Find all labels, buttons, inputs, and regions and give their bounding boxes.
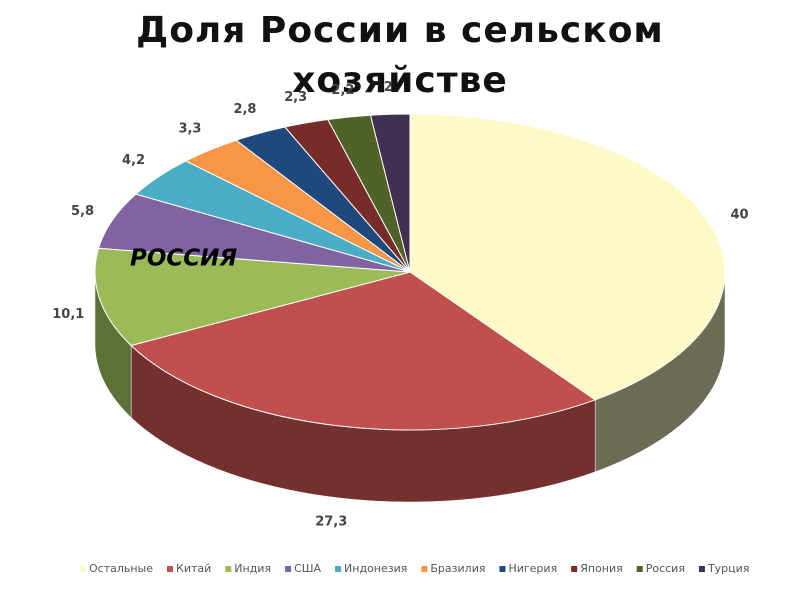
slice	[130, 271, 597, 431]
legend-label: США	[294, 562, 321, 575]
data-label: 10,1	[52, 307, 84, 322]
legend-swatch	[636, 566, 643, 572]
slice	[94, 247, 411, 347]
data-label: 27,3	[315, 515, 347, 530]
legend-label: Россия	[646, 562, 685, 575]
legend-swatch	[285, 566, 292, 572]
legend-label: Индонезия	[344, 562, 407, 575]
data-label: 2,8	[233, 102, 256, 117]
legend-label: Бразилия	[430, 562, 485, 575]
data-label: 4,2	[122, 153, 145, 168]
slice	[369, 113, 411, 273]
legend-label: Нигерия	[508, 562, 557, 575]
data-label: 3,3	[178, 122, 201, 137]
legend-swatch	[571, 566, 578, 572]
chart-title: Доля России в сельском хозяйстве	[136, 10, 664, 101]
legend-swatch	[80, 566, 86, 572]
legend-label: Китай	[176, 562, 211, 575]
legend-swatch	[167, 566, 174, 572]
annotation: РОССИЯ	[130, 246, 237, 272]
legend-swatch	[499, 566, 506, 572]
legend-swatch	[225, 566, 232, 572]
legend-swatch	[335, 566, 342, 572]
slice	[409, 113, 726, 401]
data-label: 40	[730, 207, 748, 222]
legend-label: Япония	[580, 562, 623, 575]
legend-label: Индия	[234, 562, 271, 575]
data-label: 2	[384, 80, 393, 95]
legend-swatch	[421, 566, 428, 572]
data-label: 2,3	[284, 90, 307, 105]
legend-label: Остальные	[89, 562, 153, 575]
legend-label: Турция	[707, 562, 749, 575]
data-label: 5,8	[71, 204, 94, 219]
data-label: 2,2	[331, 83, 354, 98]
legend-swatch	[698, 566, 705, 572]
